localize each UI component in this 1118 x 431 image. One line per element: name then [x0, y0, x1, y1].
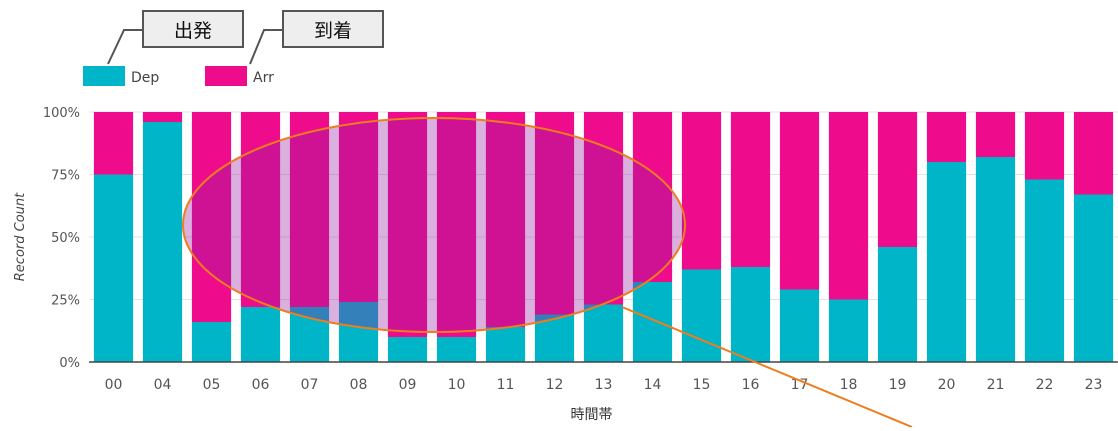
bar-dep-05 — [191, 322, 232, 362]
x-tick-label: 06 — [252, 377, 270, 393]
y-tick-label: 25% — [51, 294, 80, 309]
arrival-callout-label: 到着 — [282, 10, 384, 48]
bar-dep-08 — [338, 302, 379, 362]
bar-dep-18 — [828, 299, 869, 362]
x-axis-title: 時間帯 — [571, 407, 613, 423]
bar-dep-17 — [779, 289, 820, 362]
bar-arr-23 — [1073, 112, 1114, 195]
x-tick-label: 05 — [203, 377, 221, 393]
bar-arr-08 — [338, 112, 379, 302]
bars — [93, 112, 1114, 362]
x-tick-label: 23 — [1085, 377, 1103, 393]
bar-dep-15 — [681, 269, 722, 362]
bar-dep-22 — [1024, 179, 1065, 362]
bar-dep-09 — [387, 337, 428, 362]
bar-arr-16 — [730, 112, 771, 267]
bar-dep-14 — [632, 282, 673, 362]
x-tick-label: 11 — [497, 377, 515, 393]
bar-dep-04 — [142, 122, 183, 362]
bar-arr-13 — [583, 112, 624, 305]
y-tick-label: 50% — [51, 231, 80, 246]
x-tick-label: 12 — [546, 377, 564, 393]
highlight-ellipse — [182, 117, 686, 333]
arr-legend-connector — [249, 29, 282, 65]
bar-dep-16 — [730, 267, 771, 362]
bar-arr-21 — [975, 112, 1016, 157]
bar-dep-23 — [1073, 194, 1114, 362]
x-tick-label: 21 — [987, 377, 1005, 393]
x-tick-label: 13 — [595, 377, 613, 393]
bar-dep-10 — [436, 337, 477, 362]
bar-arr-04 — [142, 112, 183, 122]
bar-arr-00 — [93, 112, 134, 175]
bar-arr-22 — [1024, 112, 1065, 180]
bar-dep-11 — [485, 327, 526, 362]
bar-arr-11 — [485, 112, 526, 327]
legend-label-dep: Dep — [131, 70, 159, 86]
axes: 0% 25% 50% 75% 100% 00 04 05 06 07 08 09 10 11 12 13 14 1… — [13, 106, 1118, 423]
x-tick-label: 18 — [840, 377, 858, 393]
legend-swatch-arr — [205, 66, 247, 86]
y-tick-label: 100% — [43, 106, 80, 121]
y-tick-label: 75% — [51, 169, 80, 184]
legend-swatch-dep — [83, 66, 125, 86]
bar-dep-00 — [93, 174, 134, 362]
highlight-overlay — [107, 29, 913, 428]
bar-dep-20 — [926, 162, 967, 362]
legend: Dep Arr — [83, 66, 274, 86]
x-tick-label: 07 — [301, 377, 319, 393]
x-tick-label: 19 — [889, 377, 907, 393]
bar-arr-17 — [779, 112, 820, 290]
bar-arr-20 — [926, 112, 967, 162]
bar-arr-15 — [681, 112, 722, 270]
x-tick-label: 04 — [154, 377, 172, 393]
bar-dep-06 — [240, 307, 281, 362]
x-tick-label: 16 — [742, 377, 760, 393]
bar-arr-05 — [191, 112, 232, 322]
x-tick-label: 08 — [350, 377, 368, 393]
x-tick-label: 14 — [644, 377, 662, 393]
bar-arr-06 — [240, 112, 281, 307]
bar-arr-12 — [534, 112, 575, 315]
departure-callout-label: 出発 — [142, 10, 244, 48]
dep-legend-connector — [107, 29, 142, 65]
bar-dep-07 — [289, 307, 330, 362]
callout-arrow — [621, 306, 913, 428]
x-tick-label: 22 — [1036, 377, 1054, 393]
x-tick-label: 00 — [105, 377, 123, 393]
x-tick-label: 17 — [791, 377, 809, 393]
bar-dep-21 — [975, 157, 1016, 362]
legend-label-arr: Arr — [253, 70, 274, 86]
bar-arr-10 — [436, 112, 477, 337]
x-tick-label: 15 — [693, 377, 711, 393]
x-tick-label: 10 — [448, 377, 466, 393]
y-tick-label: 0% — [59, 356, 80, 371]
bar-arr-07 — [289, 112, 330, 307]
bar-dep-13 — [583, 304, 624, 362]
bar-arr-19 — [877, 112, 918, 247]
bar-arr-09 — [387, 112, 428, 337]
bar-dep-19 — [877, 247, 918, 362]
x-tick-label: 20 — [938, 377, 956, 393]
y-axis-title: Record Count — [13, 192, 28, 281]
x-tick-label: 09 — [399, 377, 417, 393]
bar-arr-18 — [828, 112, 869, 300]
bar-arr-14 — [632, 112, 673, 282]
